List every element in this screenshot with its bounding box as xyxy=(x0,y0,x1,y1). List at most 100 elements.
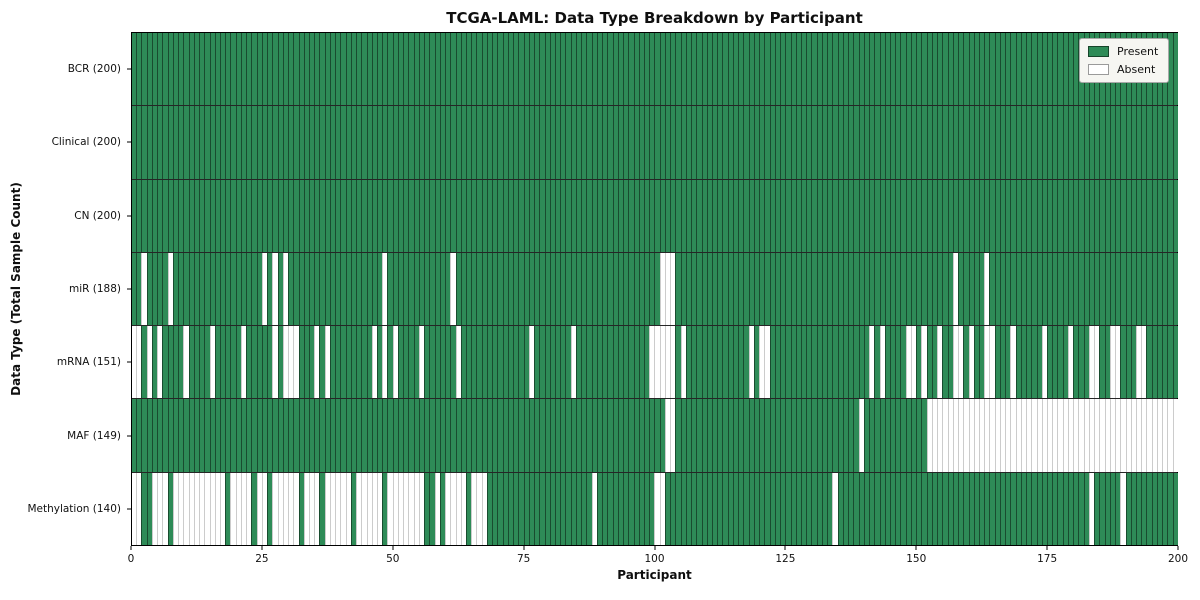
heatmap-cell xyxy=(821,399,828,472)
heatmap-cell xyxy=(466,179,472,252)
heatmap-cell xyxy=(628,399,634,472)
heatmap-cell xyxy=(481,179,487,252)
heatmap-cell xyxy=(712,252,718,326)
heatmap-cell xyxy=(1073,472,1079,545)
heatmap-cell xyxy=(345,399,351,472)
heatmap-cell xyxy=(931,252,938,326)
heatmap-cell xyxy=(497,106,503,179)
heatmap-cell xyxy=(460,399,466,472)
heatmap-cell xyxy=(670,399,676,472)
heatmap-cell xyxy=(1052,472,1058,545)
heatmap-cell xyxy=(591,472,597,545)
heatmap-cell xyxy=(596,33,603,106)
heatmap-cell xyxy=(387,33,393,106)
heatmap-cell xyxy=(675,399,681,472)
heatmap-cell xyxy=(345,106,351,179)
heatmap-cell xyxy=(801,106,807,179)
heatmap-cell xyxy=(921,326,927,399)
heatmap-cell xyxy=(272,399,278,472)
heatmap-cell xyxy=(1047,179,1053,252)
heatmap-cell xyxy=(691,399,697,472)
heatmap-cell xyxy=(1167,179,1173,252)
x-tick-mark xyxy=(784,546,786,550)
heatmap-cell xyxy=(507,326,514,399)
heatmap-cell xyxy=(832,179,838,252)
heatmap-cell xyxy=(230,326,236,399)
heatmap-cell xyxy=(329,399,336,472)
heatmap-cell xyxy=(560,179,566,252)
heatmap-cell xyxy=(183,179,189,252)
heatmap-cell xyxy=(560,399,566,472)
heatmap-cell xyxy=(434,252,440,326)
heatmap-cell xyxy=(984,399,990,472)
heatmap-cell xyxy=(717,179,723,252)
heatmap-cell xyxy=(712,326,718,399)
heatmap-cell xyxy=(319,106,325,179)
heatmap-cell xyxy=(528,399,535,472)
heatmap-cell xyxy=(476,399,482,472)
heatmap-cell xyxy=(816,399,822,472)
heatmap-cell xyxy=(999,399,1006,472)
heatmap-cell xyxy=(811,326,817,399)
heatmap-cell xyxy=(136,179,142,252)
heatmap-cell xyxy=(256,326,262,399)
heatmap-cell xyxy=(1104,472,1110,545)
heatmap-cell xyxy=(931,472,938,545)
heatmap-cell xyxy=(1115,326,1121,399)
heatmap-cell xyxy=(151,179,158,252)
heatmap-cell xyxy=(910,33,917,106)
heatmap-cell xyxy=(963,472,969,545)
heatmap-cell xyxy=(560,252,566,326)
heatmap-cell xyxy=(560,33,566,106)
heatmap-cell xyxy=(722,472,728,545)
heatmap-cell xyxy=(293,252,299,326)
heatmap-cell xyxy=(748,179,754,252)
heatmap-cell xyxy=(586,252,592,326)
heatmap-cell xyxy=(235,33,241,106)
heatmap-cell xyxy=(1073,399,1079,472)
heatmap-cell xyxy=(439,33,446,106)
heatmap-cell xyxy=(1010,33,1016,106)
heatmap-cell xyxy=(1115,472,1121,545)
heatmap-cell xyxy=(534,472,540,545)
heatmap-cell xyxy=(565,399,571,472)
heatmap-cell xyxy=(1167,472,1173,545)
heatmap-cell xyxy=(251,472,257,545)
heatmap-cell xyxy=(795,106,801,179)
heatmap-cell xyxy=(303,179,309,252)
heatmap-cell xyxy=(204,106,210,179)
heatmap-cell xyxy=(921,399,927,472)
heatmap-cell xyxy=(748,252,754,326)
heatmap-cell xyxy=(267,106,273,179)
heatmap-cell xyxy=(141,472,147,545)
heatmap-cell xyxy=(1151,399,1157,472)
heatmap-cell xyxy=(246,472,252,545)
heatmap-cell xyxy=(1057,106,1063,179)
heatmap-cell xyxy=(350,399,357,472)
heatmap-cell xyxy=(1057,33,1063,106)
heatmap-cell xyxy=(225,33,231,106)
heatmap-cell xyxy=(329,472,336,545)
heatmap-cell xyxy=(1141,179,1147,252)
heatmap-cell xyxy=(371,399,378,472)
heatmap-cell xyxy=(759,106,765,179)
heatmap-cell xyxy=(132,252,137,326)
heatmap-cell xyxy=(445,252,451,326)
heatmap-cell xyxy=(811,179,817,252)
heatmap-cell xyxy=(408,326,414,399)
heatmap-cell xyxy=(874,179,880,252)
heatmap-cell xyxy=(926,33,932,106)
heatmap-cell xyxy=(889,106,896,179)
heatmap-cell xyxy=(701,106,707,179)
heatmap-cell xyxy=(1130,252,1136,326)
heatmap-cell xyxy=(288,399,294,472)
heatmap-cell xyxy=(1036,472,1042,545)
heatmap-cell xyxy=(811,399,817,472)
heatmap-cell xyxy=(293,472,299,545)
heatmap-cell xyxy=(282,33,289,106)
heatmap-cell xyxy=(816,252,822,326)
heatmap-cell xyxy=(989,33,995,106)
heatmap-cell xyxy=(837,179,843,252)
heatmap-cell xyxy=(497,326,503,399)
heatmap-cell xyxy=(832,33,838,106)
